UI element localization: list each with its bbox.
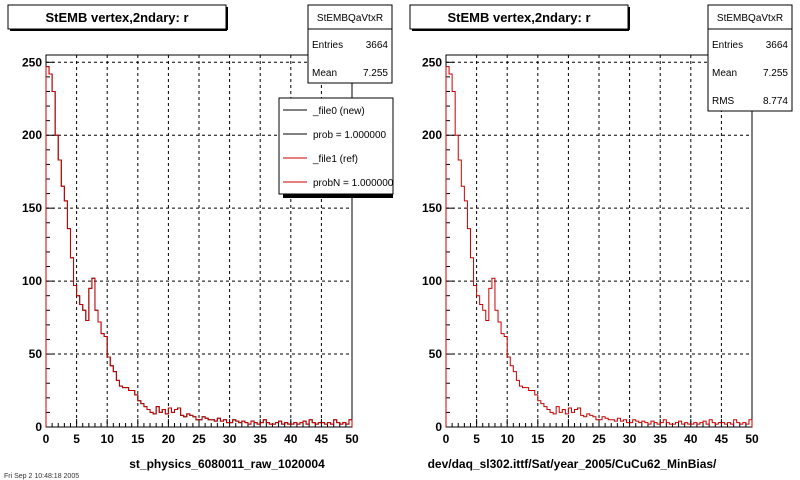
stats-label: Entries <box>712 40 743 51</box>
x-tick-label: 45 <box>315 432 329 446</box>
x-tick-label: 50 <box>745 432 759 446</box>
y-tick-label: 200 <box>422 128 442 142</box>
legend-entry: prob = 1.000000 <box>313 130 387 141</box>
x-tick-label: 45 <box>715 432 729 446</box>
x-tick-label: 25 <box>592 432 606 446</box>
x-axis-title: dev/daq_sl302.ittf/Sat/year_2005/CuCu62_… <box>428 457 717 471</box>
legend-entry: probN = 1.000000 <box>313 178 394 189</box>
x-tick-label: 20 <box>562 432 576 446</box>
x-tick-label: 5 <box>73 432 80 446</box>
y-tick-label: 250 <box>422 55 442 69</box>
y-tick-label: 250 <box>22 55 42 69</box>
x-tick-label: 0 <box>43 432 50 446</box>
y-tick-label: 50 <box>29 347 43 361</box>
stats-name: StEMBQaVtxR <box>717 13 783 24</box>
x-tick-label: 35 <box>254 432 268 446</box>
x-tick-label: 40 <box>684 432 698 446</box>
stats-label: Mean <box>312 68 337 79</box>
x-tick-label: 30 <box>623 432 637 446</box>
legend-entry: _file0 (new) <box>312 106 365 117</box>
x-tick-label: 50 <box>345 432 359 446</box>
title-box <box>7 4 227 30</box>
x-axis-title: st_physics_6080011_raw_1020004 <box>129 457 325 471</box>
x-tick-label: 20 <box>162 432 176 446</box>
x-tick-label: 10 <box>501 432 515 446</box>
y-tick-label: 50 <box>429 347 443 361</box>
y-tick-label: 150 <box>22 201 42 215</box>
stats-value: 7.255 <box>363 68 388 79</box>
stats-box <box>707 4 793 112</box>
y-tick-label: 100 <box>22 274 42 288</box>
y-tick-label: 0 <box>435 420 442 434</box>
x-tick-label: 15 <box>131 432 145 446</box>
x-tick-label: 0 <box>443 432 450 446</box>
stats-value: 3664 <box>766 40 789 51</box>
histogram-left: 0 5 10 15 20 25 30 35 40 45 50 0 50 100 150 200 250 st_ph… <box>4 4 394 480</box>
chart-title: StEMB vertex,2ndary: r <box>45 10 188 25</box>
x-tick-label: 35 <box>654 432 668 446</box>
x-tick-label: 30 <box>223 432 237 446</box>
stats-label: RMS <box>712 96 735 107</box>
x-tick-label: 10 <box>101 432 115 446</box>
histogram-series-0 <box>445 66 753 427</box>
x-tick-label: 5 <box>473 432 480 446</box>
histogram-series-1 <box>45 66 353 427</box>
legend-box <box>278 97 394 195</box>
x-tick-label: 25 <box>192 432 206 446</box>
histogram-pad-right: 0 5 10 15 20 25 30 35 40 45 50 0 50 100 150 200 250 dev/d… <box>400 0 800 480</box>
stats-value: 3664 <box>366 40 389 51</box>
footer-timestamp: Fri Sep 2 10:48:18 2005 <box>4 473 79 480</box>
legend-entry: _file1 (ref) <box>312 154 358 165</box>
histogram-pad-left: 0 5 10 15 20 25 30 35 40 45 50 0 50 100 150 200 250 st_ph… <box>4 4 394 480</box>
x-tick-label: 40 <box>284 432 298 446</box>
y-tick-label: 150 <box>422 201 442 215</box>
stats-value: 8.774 <box>763 96 788 107</box>
x-tick-label: 15 <box>531 432 545 446</box>
y-tick-label: 200 <box>22 128 42 142</box>
y-tick-label: 0 <box>35 420 42 434</box>
y-tick-label: 100 <box>422 274 442 288</box>
stats-box <box>307 4 393 84</box>
stats-name: StEMBQaVtxR <box>317 13 383 24</box>
chart-title: StEMB vertex,2ndary: r <box>447 10 590 25</box>
stats-label: Entries <box>312 40 343 51</box>
stats-value: 7.255 <box>763 68 788 79</box>
histogram-right: 0 5 10 15 20 25 30 35 40 45 50 0 50 100 150 200 250 dev/d… <box>409 4 793 471</box>
stats-label: Mean <box>712 68 737 79</box>
